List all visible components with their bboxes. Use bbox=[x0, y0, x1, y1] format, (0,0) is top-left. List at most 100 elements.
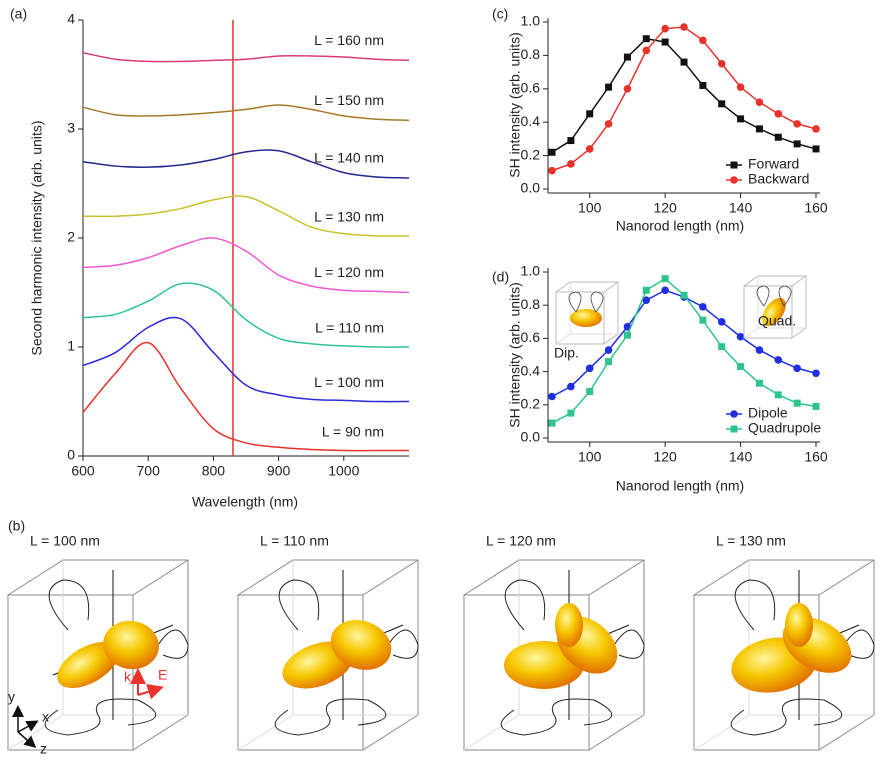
pattern-lobe bbox=[330, 620, 392, 670]
marker bbox=[793, 364, 801, 373]
marker bbox=[680, 291, 688, 299]
marker bbox=[642, 296, 651, 305]
legend-marker bbox=[730, 176, 738, 184]
series-label: L = 160 nm bbox=[314, 32, 384, 48]
x-tick-label: 100 bbox=[578, 200, 602, 216]
marker bbox=[548, 392, 556, 401]
y-tick-label: 0.0 bbox=[521, 180, 541, 196]
e-arrow bbox=[137, 684, 164, 700]
marker bbox=[642, 35, 650, 43]
pattern-outline bbox=[274, 579, 419, 736]
legend-marker bbox=[730, 410, 738, 418]
marker bbox=[661, 286, 669, 295]
pattern-label: L = 120 nm bbox=[486, 533, 556, 549]
panel-label: (c) bbox=[492, 6, 508, 22]
y-tick-label: 4 bbox=[67, 11, 75, 27]
pattern-lobe bbox=[785, 603, 813, 647]
x-tick-label: 120 bbox=[653, 449, 677, 465]
y-tick-label: 1 bbox=[67, 338, 75, 354]
marker bbox=[774, 356, 783, 364]
pattern-outline bbox=[756, 285, 792, 307]
axis-arrow bbox=[17, 720, 39, 733]
cube-back bbox=[743, 276, 806, 339]
marker bbox=[680, 23, 688, 31]
marker bbox=[793, 140, 801, 148]
marker bbox=[812, 125, 820, 133]
marker bbox=[585, 145, 594, 153]
series-line bbox=[82, 104, 410, 122]
pattern-box bbox=[555, 281, 619, 345]
legend-marker bbox=[730, 161, 738, 169]
y-tick-label: 3 bbox=[67, 120, 75, 136]
x-tick-label: 700 bbox=[137, 463, 161, 479]
marker bbox=[699, 316, 707, 324]
marker bbox=[793, 120, 801, 128]
series-label: L = 90 nm bbox=[322, 423, 384, 439]
series-line bbox=[82, 341, 409, 452]
marker bbox=[567, 382, 575, 391]
marker bbox=[718, 343, 726, 351]
x-tick-label: 800 bbox=[202, 463, 226, 479]
marker bbox=[812, 145, 820, 153]
x-tick-label: 160 bbox=[804, 200, 828, 216]
marker bbox=[642, 286, 650, 294]
axis-name: x bbox=[42, 709, 49, 725]
pattern-outline bbox=[44, 579, 189, 736]
marker bbox=[661, 38, 669, 46]
series-label: L = 130 nm bbox=[314, 209, 384, 225]
series-line bbox=[82, 282, 410, 348]
cube-back bbox=[463, 560, 644, 751]
marker bbox=[605, 358, 613, 366]
series-line bbox=[82, 149, 410, 179]
y-tick-label: 0.4 bbox=[521, 113, 541, 129]
marker bbox=[755, 125, 763, 133]
marker bbox=[567, 137, 575, 145]
marker bbox=[774, 391, 782, 399]
y-tick-label: 2 bbox=[67, 229, 75, 245]
marker bbox=[774, 133, 782, 141]
pattern-lobe bbox=[103, 620, 159, 670]
k-label: k bbox=[124, 669, 132, 685]
cube-back bbox=[7, 560, 188, 751]
marker bbox=[567, 409, 575, 417]
x-tick-label: 100 bbox=[578, 449, 602, 465]
marker bbox=[737, 115, 745, 123]
marker bbox=[604, 346, 613, 354]
marker bbox=[699, 36, 707, 45]
pattern-box bbox=[237, 559, 419, 751]
pattern-outline bbox=[568, 291, 604, 313]
marker bbox=[548, 148, 556, 156]
y-tick-label: 0.2 bbox=[521, 146, 541, 162]
y-tick-label: 1.0 bbox=[521, 13, 541, 29]
marker bbox=[680, 58, 688, 66]
marker bbox=[717, 59, 726, 68]
cube-back bbox=[693, 560, 874, 751]
series-label: L = 120 nm bbox=[314, 264, 384, 280]
marker bbox=[736, 83, 745, 91]
marker bbox=[642, 46, 651, 55]
cube-back bbox=[237, 560, 418, 751]
inset-label: Quad. bbox=[758, 313, 796, 329]
marker bbox=[586, 388, 594, 396]
panel-label: (d) bbox=[492, 269, 509, 285]
series-line bbox=[82, 316, 410, 403]
panel-label: (a) bbox=[10, 6, 27, 22]
y-tick-label: 0.8 bbox=[521, 296, 541, 312]
marker bbox=[604, 120, 613, 128]
marker bbox=[717, 318, 726, 326]
legend-label: Forward bbox=[748, 156, 799, 172]
marker bbox=[812, 369, 820, 378]
x-axis-title: Nanorod length (nm) bbox=[616, 478, 744, 494]
cube-back bbox=[555, 282, 618, 345]
x-axis-title: Wavelength (nm) bbox=[192, 494, 298, 510]
inset-label: Dip. bbox=[554, 345, 579, 361]
marker bbox=[774, 110, 783, 118]
series-label: L = 140 nm bbox=[314, 150, 384, 166]
y-tick-label: 0.0 bbox=[521, 429, 541, 445]
marker bbox=[661, 24, 669, 33]
axis-arrow bbox=[17, 731, 37, 748]
x-tick-label: 900 bbox=[267, 463, 291, 479]
x-tick-label: 120 bbox=[653, 200, 677, 216]
y-tick-label: 0.6 bbox=[521, 329, 541, 345]
y-axis-title: Second harmonic intensity (arb. units) bbox=[29, 121, 45, 356]
